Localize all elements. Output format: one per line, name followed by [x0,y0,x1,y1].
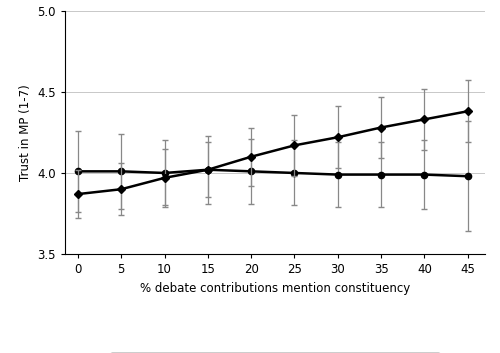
Y-axis label: Trust in MP (1-7): Trust in MP (1-7) [19,84,32,181]
X-axis label: % debate contributions mention constituency: % debate contributions mention constitue… [140,282,410,295]
